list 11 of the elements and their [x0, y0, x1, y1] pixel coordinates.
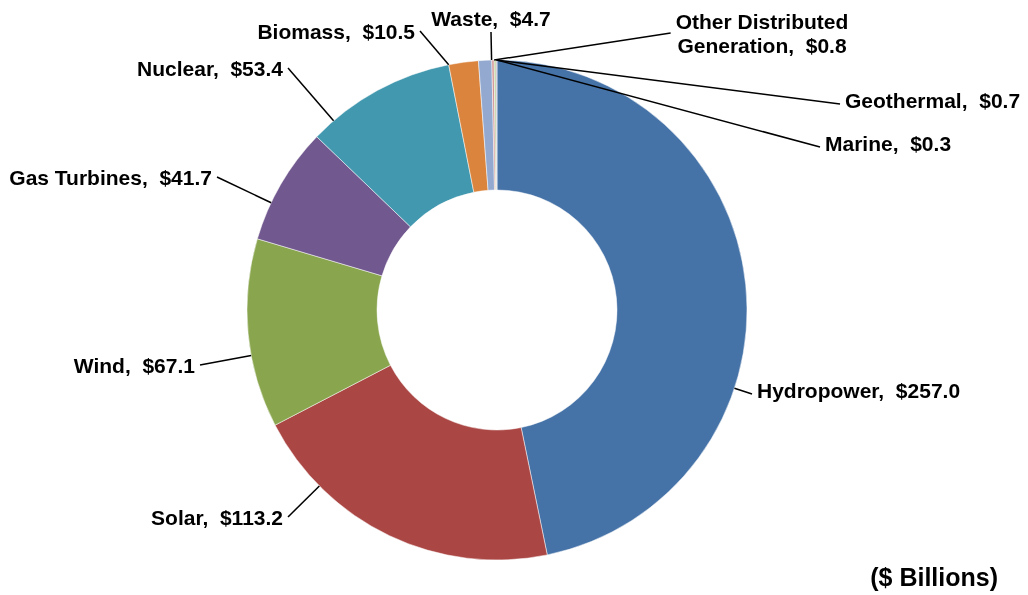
- slice-label: Gas Turbines, $41.7: [9, 165, 212, 189]
- slice-label: Wind, $67.1: [73, 353, 196, 377]
- slice-label: Geothermal, $0.7: [845, 88, 1021, 112]
- slice-label: Nuclear, $53.4: [137, 56, 284, 80]
- slice-label: Hydropower, $257.0: [757, 378, 961, 402]
- slice-label: Other Distributed Generation, $0.8: [675, 9, 849, 57]
- slice-label: Waste, $4.7: [431, 6, 551, 30]
- slice-label: Solar, $113.2: [151, 505, 283, 529]
- text: ($ Billions): [870, 562, 999, 591]
- slice-label: Marine, $0.3: [825, 131, 952, 155]
- slice-label: Biomass, $10.5: [257, 19, 416, 43]
